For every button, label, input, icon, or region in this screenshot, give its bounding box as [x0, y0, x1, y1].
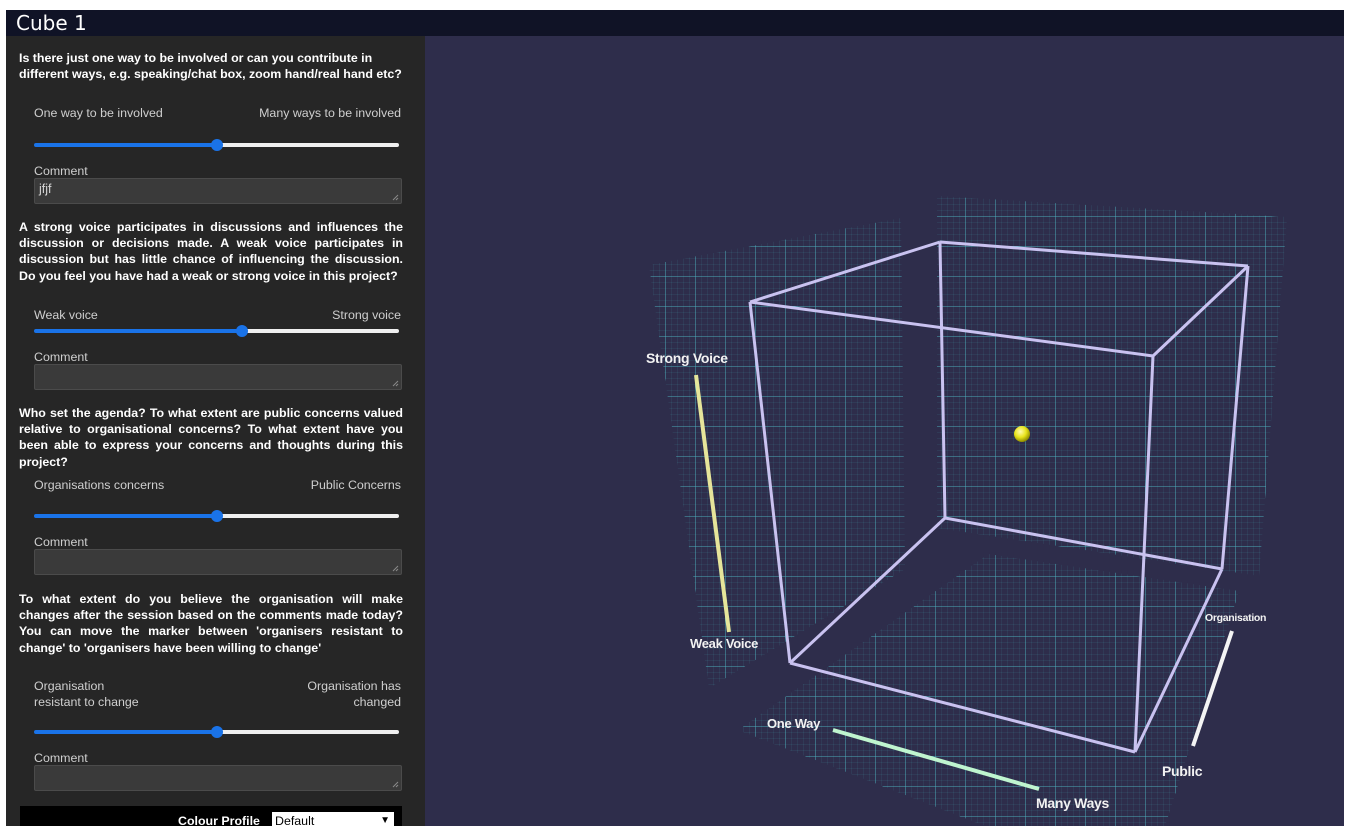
app-window: Cube 1 Is there just one way to be invol… — [6, 10, 1344, 826]
q1-min-label: One way to be involved — [34, 106, 163, 120]
q3-slider[interactable] — [34, 510, 399, 522]
q4-max-label: Organisation has changed — [307, 679, 401, 709]
q4-comment-field[interactable] — [34, 765, 402, 791]
position-marker[interactable] — [1014, 426, 1030, 442]
slider-thumb[interactable] — [211, 510, 223, 522]
q3-max-label: Public Concerns — [310, 478, 401, 492]
public-label: Public — [1162, 763, 1203, 779]
q2-slider[interactable] — [34, 325, 399, 337]
many-ways-label: Many Ways — [1036, 795, 1110, 811]
question-4-text: To what extent do you believe the organi… — [19, 592, 403, 655]
chevron-down-icon: ▼ — [380, 815, 390, 826]
slider-track — [217, 143, 399, 147]
floor-grid-plane — [738, 554, 1239, 826]
q4-min-label: Organisation resistant to change — [34, 679, 139, 709]
one-way-label: One Way — [767, 716, 821, 731]
question-1-text: Is there just one way to be involved or … — [19, 51, 402, 82]
slider-track — [217, 514, 399, 518]
colour-profile-value: Default — [275, 814, 315, 826]
colour-profile-bar: Colour Profile Default ▼ — [20, 806, 402, 826]
cube-3d-viewport[interactable]: Strong Voice Weak Voice One Way Many Way… — [425, 36, 1344, 826]
ways-axis-bar — [832, 728, 1040, 791]
question-3-text: Who set the agenda? To what extent are p… — [19, 406, 403, 469]
organisation-label: Organisation — [1205, 612, 1266, 624]
resize-grip-icon[interactable] — [392, 781, 399, 788]
q2-comment-label: Comment — [34, 350, 88, 364]
q1-comment-value: jfjf — [39, 182, 52, 196]
slider-track-filled — [34, 514, 217, 518]
questions-panel: Is there just one way to be involved or … — [6, 36, 425, 826]
slider-track-filled — [34, 730, 217, 734]
cube-canvas[interactable]: Strong Voice Weak Voice One Way Many Way… — [425, 36, 1344, 826]
slider-track — [217, 730, 399, 734]
q1-comment-field[interactable]: jfjf — [34, 178, 402, 204]
organisation-axis-bar — [1191, 630, 1234, 747]
resize-grip-icon[interactable] — [392, 194, 399, 201]
strong-voice-label: Strong Voice — [646, 350, 728, 366]
q3-comment-field[interactable] — [34, 549, 402, 575]
slider-track-filled — [34, 143, 217, 147]
colour-profile-select[interactable]: Default ▼ — [272, 812, 394, 826]
q3-min-label: Organisations concerns — [34, 478, 165, 492]
voice-axis-bar — [694, 374, 731, 633]
q4-comment-label: Comment — [34, 751, 88, 765]
slider-thumb[interactable] — [236, 325, 248, 337]
q2-comment-field[interactable] — [34, 364, 402, 390]
q4-slider[interactable] — [34, 726, 399, 738]
back-grid-plane — [937, 196, 1287, 576]
left-grid-plane — [649, 218, 905, 688]
slider-thumb[interactable] — [211, 726, 223, 738]
q2-min-label: Weak voice — [34, 308, 98, 322]
resize-grip-icon[interactable] — [392, 380, 399, 387]
slider-track-filled — [34, 329, 242, 333]
q1-comment-label: Comment — [34, 164, 88, 178]
weak-voice-label: Weak Voice — [690, 636, 758, 651]
resize-grip-icon[interactable] — [392, 565, 399, 572]
cube-wireframe — [748, 240, 1250, 754]
q2-max-label: Strong voice — [332, 308, 401, 322]
q1-slider[interactable] — [34, 139, 399, 151]
colour-profile-label: Colour Profile — [178, 814, 260, 826]
q3-comment-label: Comment — [34, 535, 88, 549]
slider-track — [242, 329, 399, 333]
slider-thumb[interactable] — [211, 139, 223, 151]
question-2-text: A strong voice participates in discussio… — [19, 220, 403, 283]
window-title: Cube 1 — [6, 10, 1344, 36]
q1-max-label: Many ways to be involved — [259, 106, 401, 120]
